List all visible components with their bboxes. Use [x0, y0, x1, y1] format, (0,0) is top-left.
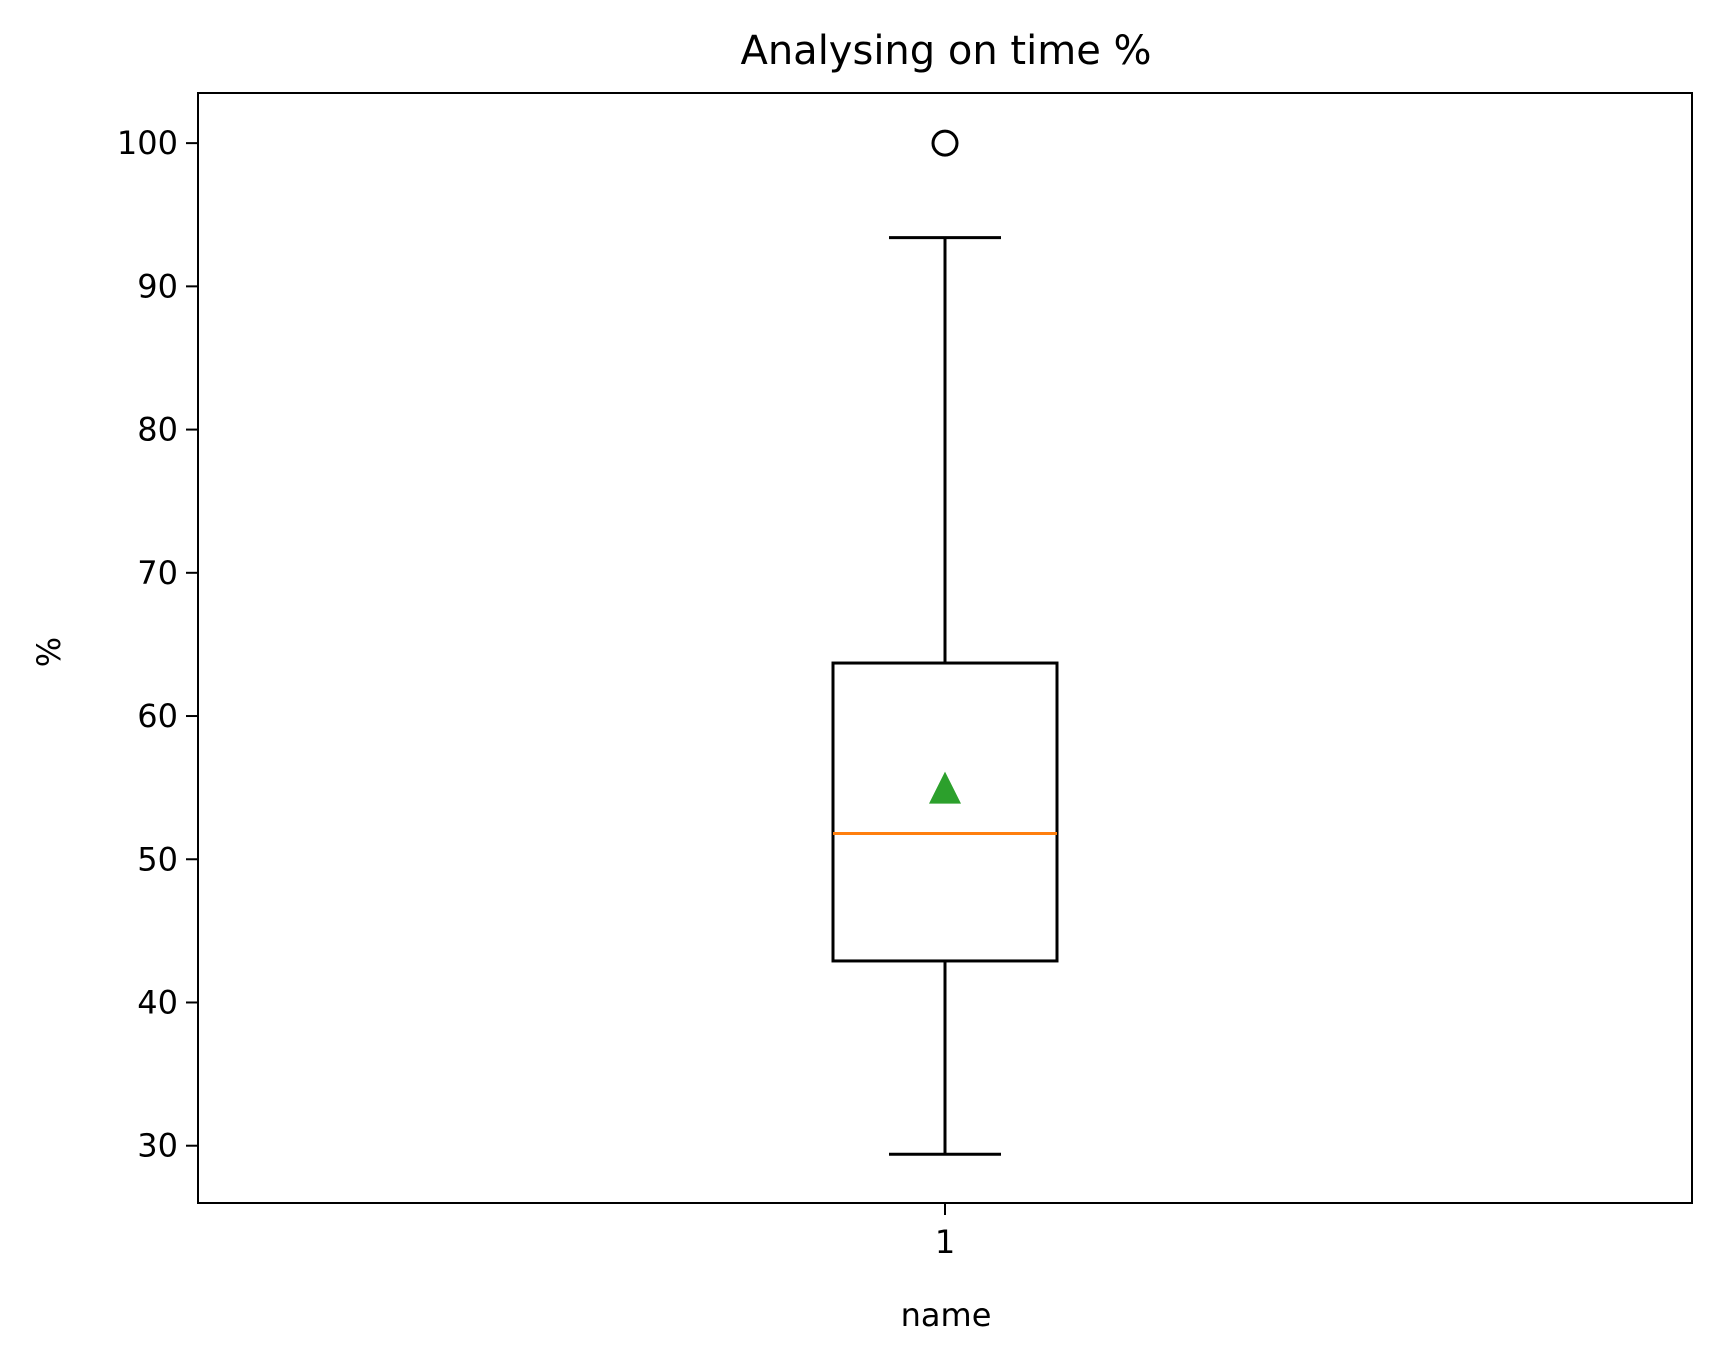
y-axis: 30 40 50 60 70 80 90 100: [117, 124, 198, 1165]
y-tick-label: 70: [137, 554, 178, 592]
y-tick-label: 30: [137, 1127, 178, 1165]
y-axis-label: %: [30, 637, 68, 667]
y-tick-label: 90: [137, 267, 178, 305]
x-tick-label: 1: [935, 1223, 955, 1261]
x-axis-label: name: [901, 1296, 992, 1334]
box-group: [831, 129, 1059, 1156]
mean-marker: [929, 771, 961, 804]
outlier-point: [931, 129, 959, 157]
y-tick-label: 60: [137, 697, 178, 735]
y-tick-label: 80: [137, 411, 178, 449]
iqr-box: [831, 661, 1059, 963]
y-tick-label: 40: [137, 983, 178, 1021]
y-tick-label: 100: [117, 124, 178, 162]
y-tick-label: 50: [137, 840, 178, 878]
chart-title: Analysing on time %: [740, 28, 1151, 74]
plot-area: [831, 129, 1059, 1156]
x-axis: 1: [935, 1203, 955, 1261]
